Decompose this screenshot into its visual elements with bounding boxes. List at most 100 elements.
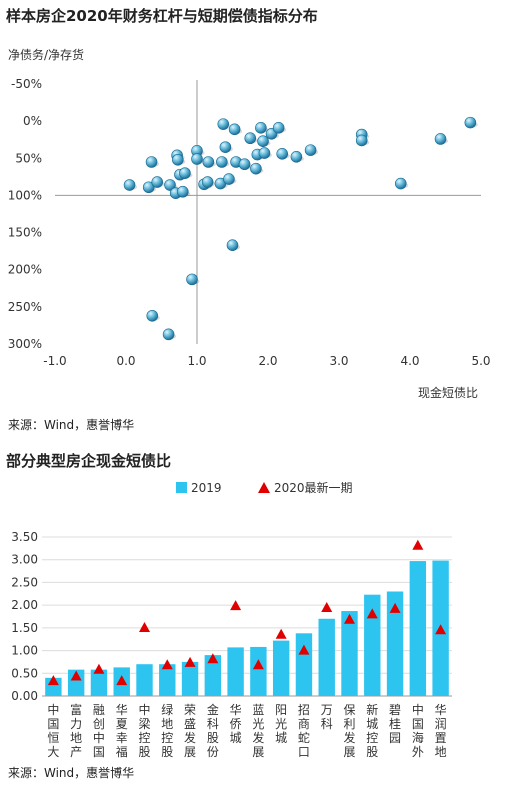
bar-2019: [181, 661, 199, 696]
marker-2020: [252, 659, 264, 670]
scatter-y-tick-label: 300%: [8, 337, 42, 351]
bar-category-label: 富力地产: [70, 702, 82, 759]
marker-2020: [435, 624, 447, 635]
scatter-point: [394, 177, 407, 190]
bar-y-tick-label: 0.00: [11, 689, 38, 703]
scatter-point: [255, 122, 267, 134]
scatter-point: [238, 158, 251, 171]
scatter-point: [142, 181, 155, 194]
scatter-point: [217, 118, 230, 130]
scatter-point: [258, 147, 271, 159]
bar-category-label: 碧桂园: [389, 703, 401, 745]
scatter-x-tick-label: 5.0: [471, 354, 490, 368]
bar-category-label: 融创中国: [93, 703, 105, 759]
scatter-point: [123, 179, 136, 191]
scatter-x-tick-label: 1.0: [187, 354, 206, 368]
scatter-point: [151, 176, 164, 188]
scatter-point: [145, 156, 158, 168]
bar-category-label: 保利发展: [343, 703, 355, 759]
bar-2019: [45, 677, 62, 696]
bar-2019: [409, 561, 427, 696]
marker-2020: [344, 613, 355, 624]
scatter-point: [226, 239, 239, 251]
scatter-point: [257, 135, 269, 147]
scatter-y-tick-label: -50%: [11, 77, 42, 91]
marker-2020: [161, 659, 173, 670]
bar-2019: [341, 611, 358, 696]
bar-category-label: 中国恒大: [47, 702, 59, 759]
bar-y-tick-label: 1.00: [11, 644, 38, 658]
marker-2020: [93, 663, 105, 674]
marker-2020: [389, 602, 401, 613]
bar-category-label: 荣盛发展: [184, 703, 196, 759]
bar-category-label: 新城控股: [366, 702, 378, 759]
scatter-point: [355, 134, 368, 147]
scatter-point: [191, 153, 203, 165]
scatter-point: [250, 162, 262, 175]
marker-2020: [321, 601, 333, 612]
bar-category-label: 绿地控股: [161, 702, 173, 759]
scatter-y-tick-label: 50%: [15, 151, 42, 165]
scatter-point: [464, 116, 477, 129]
scatter-point: [290, 151, 303, 163]
bar-category-label: 万科: [321, 703, 333, 731]
bar-2019: [364, 594, 381, 696]
bar-category-label: 金科股份: [207, 702, 219, 759]
bar-2019: [250, 646, 267, 696]
bar-y-tick-label: 3.50: [11, 530, 38, 544]
scatter-point: [186, 273, 198, 286]
legend-label-2020: 2020最新一期: [274, 480, 353, 495]
bar-2019: [318, 618, 335, 696]
bar-category-label: 中梁控股: [138, 702, 150, 759]
bar-chart: 0.00 0.50 1.00 1.50 2.00 2.50 3.00 3.50 中国恒大富力地产…: [11, 480, 452, 759]
scatter-x-tick-label: 0.0: [116, 354, 135, 368]
scatter-point: [164, 179, 176, 191]
scatter-point: [179, 167, 191, 179]
bar-category-label: 招商蛇口: [298, 703, 310, 759]
bar-y-tick-label: 1.50: [11, 621, 38, 635]
scatter-point: [177, 185, 189, 198]
scatter-point: [304, 144, 317, 156]
bar-category-label: 华侨城: [230, 703, 242, 745]
bar-2019: [295, 633, 313, 696]
marker-2020: [230, 600, 242, 611]
scatter-source-note: 来源：Wind，惠誉博华: [8, 418, 135, 432]
scatter-point: [216, 156, 228, 168]
legend-swatch-2020: [258, 482, 270, 493]
scatter-point: [201, 176, 214, 188]
scatter-point: [146, 309, 159, 322]
bar-y-tick-label: 2.00: [11, 598, 38, 612]
scatter-point: [244, 132, 257, 145]
scatter-point: [223, 173, 235, 185]
bar-2019: [204, 655, 222, 696]
marker-2020: [207, 653, 219, 664]
marker-2020: [298, 644, 310, 655]
marker-2020: [275, 628, 287, 639]
marker-2020: [139, 621, 150, 632]
scatter-y-tick-label: 0%: [23, 114, 42, 128]
bar-category-label: 阳光城: [275, 703, 287, 745]
marker-2020: [412, 539, 424, 550]
scatter-point: [276, 148, 289, 160]
bar-category-label: 中国海外: [412, 702, 424, 759]
scatter-x-tick-label: -1.0: [43, 354, 66, 368]
scatter-point: [202, 156, 215, 168]
bar-chart-title: 部分典型房企现金短债比: [6, 452, 172, 470]
scatter-plot: -50% 0% 50% 100% 150% 200% 250% 300%-1.0 0.0 1.0 2…: [8, 77, 491, 368]
scatter-y-axis-label: 净债务/净存货: [8, 48, 85, 62]
scatter-y-tick-label: 150%: [8, 226, 42, 240]
scatter-y-tick-label: 250%: [8, 300, 42, 314]
scatter-x-axis-label: 现金短债比: [418, 386, 479, 400]
scatter-title: 样本房企2020年财务杠杆与短期偿债指标分布: [6, 7, 318, 25]
bar-2019: [90, 669, 108, 696]
scatter-point: [434, 133, 447, 145]
scatter-point: [272, 122, 285, 134]
marker-2020: [47, 675, 59, 686]
bar-category-label: 华夏幸福: [116, 703, 128, 759]
scatter-y-tick-label: 100%: [8, 188, 42, 202]
legend-label-2019: 2019: [191, 481, 222, 495]
bar-category-label: 蓝光发展: [252, 703, 264, 759]
scatter-x-tick-label: 3.0: [329, 354, 348, 368]
bar-source-note: 来源：Wind，惠誉博华: [8, 766, 135, 780]
marker-2020: [366, 608, 378, 619]
